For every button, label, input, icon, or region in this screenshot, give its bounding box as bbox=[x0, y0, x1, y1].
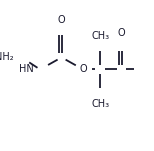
Text: O: O bbox=[58, 15, 65, 25]
Text: HN: HN bbox=[19, 64, 34, 74]
Text: O: O bbox=[79, 64, 87, 74]
Text: O: O bbox=[118, 28, 126, 38]
Text: CH₃: CH₃ bbox=[91, 99, 109, 109]
Text: CH₃: CH₃ bbox=[91, 31, 109, 41]
Text: NH₂: NH₂ bbox=[0, 52, 14, 62]
